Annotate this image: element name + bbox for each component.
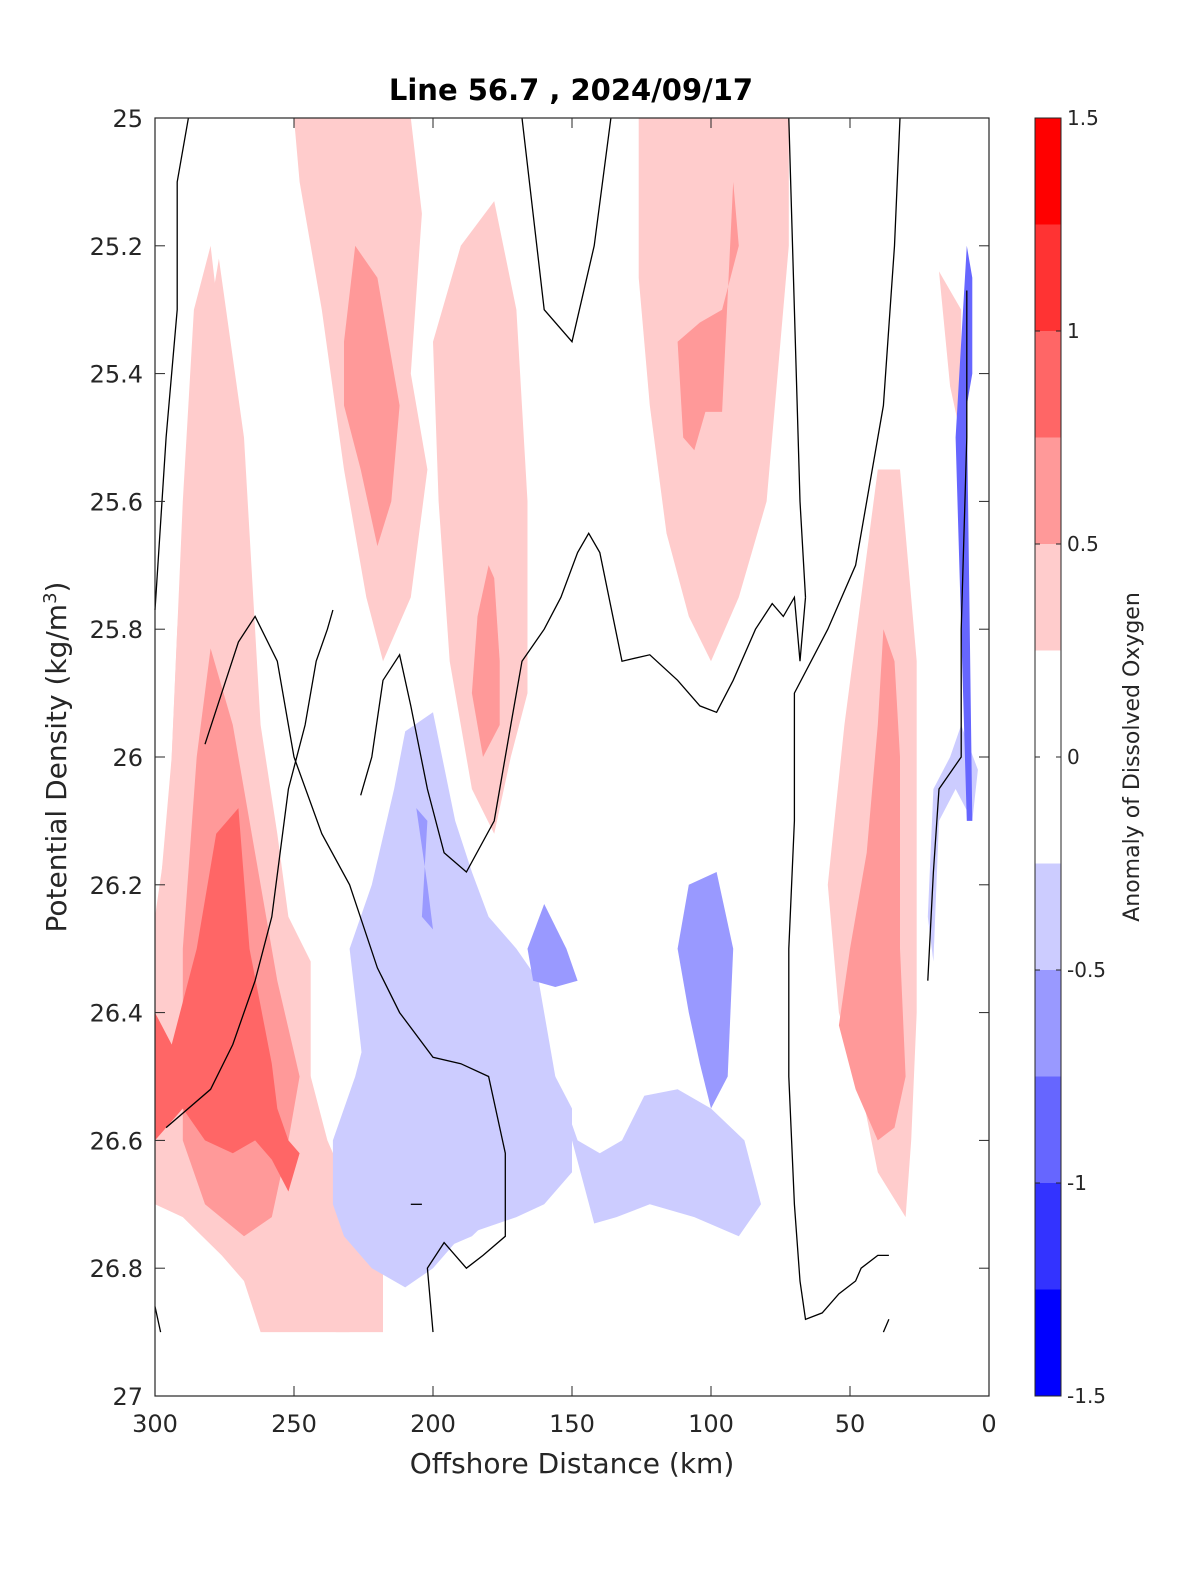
contour-line-zero-6 bbox=[788, 117, 901, 1321]
y-tick-label: 26.6 bbox=[90, 1127, 143, 1155]
colorbar-swatch bbox=[1035, 544, 1061, 651]
colorbar-tick-label: 0.5 bbox=[1067, 532, 1099, 556]
contour-region-pos-mid-pink2-b bbox=[344, 245, 400, 547]
colorbar-swatch bbox=[1035, 331, 1061, 438]
axis-ticks: 300 250 200 150 100 50 0 25 25.2 25.4 25.6 25.8 26 26… bbox=[90, 105, 997, 1438]
x-tick-label: 100 bbox=[688, 1410, 734, 1438]
colorbar-tick-label: -1 bbox=[1067, 1171, 1087, 1195]
x-tick-label: 50 bbox=[835, 1410, 866, 1438]
colorbar-swatch bbox=[1035, 118, 1061, 225]
colorbar-swatch bbox=[1035, 1076, 1061, 1183]
x-tick-label: 150 bbox=[549, 1410, 595, 1438]
y-axis-label: Potential Density (kg/m3) bbox=[40, 582, 74, 933]
colorbar-tick-label: -1.5 bbox=[1067, 1384, 1106, 1408]
plot-area: 300 250 200 150 100 50 0 25 25.2 25.4 25.6 25.8 26 26… bbox=[90, 105, 997, 1438]
x-tick-label: 250 bbox=[271, 1410, 317, 1438]
contour-region-neg-east-low bbox=[927, 725, 978, 962]
colorbar-tick-label: -0.5 bbox=[1067, 958, 1106, 982]
y-axis-label-sup: 3 bbox=[40, 592, 61, 603]
contour-line-zero-8 bbox=[927, 290, 968, 981]
y-tick-label: 26.4 bbox=[90, 1000, 143, 1028]
y-tick-label: 25 bbox=[112, 105, 143, 133]
colorbar-swatch bbox=[1035, 1289, 1061, 1396]
colorbar-ticks: 1.5 1 0.5 0 -0.5 -1 -1.5 bbox=[1035, 106, 1106, 1408]
contour-region-pos-mid-pink2-e bbox=[838, 629, 906, 1141]
contour-region-pos-mid-pink2-d bbox=[677, 181, 739, 451]
y-tick-label: 26.8 bbox=[90, 1255, 143, 1283]
y-axis-label-main: Potential Density (kg/m bbox=[40, 604, 73, 933]
y-tick-label: 27 bbox=[112, 1383, 143, 1411]
x-tick-label: 0 bbox=[981, 1410, 996, 1438]
colorbar-swatch bbox=[1035, 863, 1061, 970]
contour-region-pos-east-tiny bbox=[939, 271, 962, 438]
contour-line-zero-10 bbox=[204, 615, 506, 1333]
contour-line-zero-0 bbox=[154, 1306, 162, 1333]
contour-region-pos-mid-pink2-c bbox=[471, 565, 500, 757]
colorbar-swatch bbox=[1035, 224, 1061, 331]
filled-contour-regions bbox=[155, 118, 978, 1333]
y-tick-label: 25.4 bbox=[90, 361, 143, 389]
x-tick-label: 200 bbox=[410, 1410, 456, 1438]
y-tick-label: 25.6 bbox=[90, 488, 143, 516]
x-axis-label: Offshore Distance (km) bbox=[410, 1447, 735, 1480]
colorbar-tick-label: 0 bbox=[1067, 745, 1080, 769]
chart-title: Line 56.7 , 2024/09/17 bbox=[389, 73, 753, 107]
contour-region-neg-center-main bbox=[349, 712, 761, 1256]
y-tick-label: 26 bbox=[112, 744, 143, 772]
colorbar-swatch bbox=[1035, 970, 1061, 1077]
contour-region-pos-core-west bbox=[155, 808, 300, 1192]
y-tick-label: 25.8 bbox=[90, 616, 143, 644]
contour-region-neg-dark-a bbox=[416, 808, 433, 930]
contour-line-zero-3 bbox=[360, 532, 807, 874]
colorbar-tick-label: 1.5 bbox=[1067, 106, 1099, 130]
zero-contour-lines bbox=[154, 117, 968, 1333]
contour-region-neg-dark-b bbox=[527, 904, 578, 987]
colorbar-swatch bbox=[1035, 437, 1061, 544]
colorbar-tick-label: 1 bbox=[1067, 319, 1080, 343]
y-tick-label: 25.2 bbox=[90, 233, 143, 261]
x-tick-label: 300 bbox=[132, 1410, 178, 1438]
contour-line-zero-4 bbox=[521, 117, 612, 344]
contour-line-zero-7 bbox=[882, 1319, 890, 1333]
y-axis-label-end: ) bbox=[40, 582, 73, 593]
colorbar-label: Anomaly of Dissolved Oxygen bbox=[1120, 592, 1145, 922]
colorbar-swatch bbox=[1035, 1183, 1061, 1290]
contour-line-zero-1 bbox=[154, 117, 190, 611]
contour-region-neg-dark-c bbox=[677, 872, 734, 1109]
contour-line-zero-2 bbox=[165, 609, 334, 1129]
y-tick-label: 26.2 bbox=[90, 872, 143, 900]
contour-line-zero-5 bbox=[788, 117, 807, 598]
colorbar-swatches bbox=[1035, 118, 1061, 1396]
contour-region-pos-mid-upper-center bbox=[433, 201, 528, 834]
colorbar: 1.5 1 0.5 0 -0.5 -1 -1.5 Anomaly of Dissolved … bbox=[1034, 106, 1145, 1408]
